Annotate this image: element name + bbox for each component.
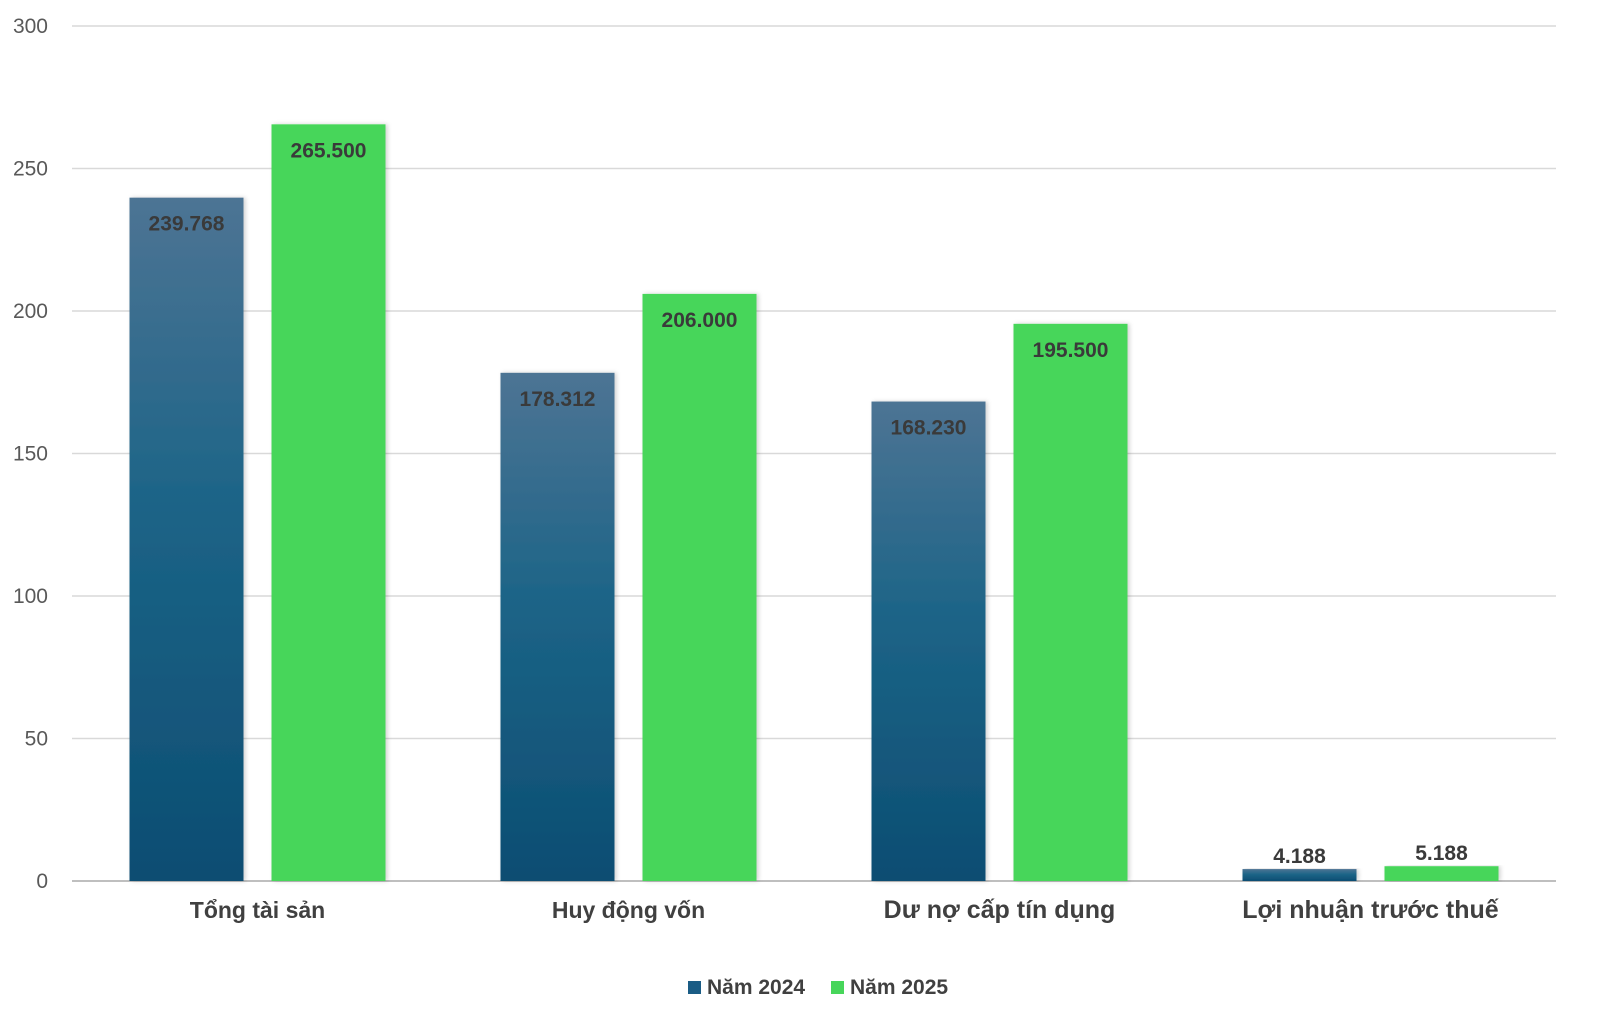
data-label: 178.312 <box>520 388 596 411</box>
legend-swatch-2024 <box>688 981 701 994</box>
y-tick-label: 300 <box>13 15 48 38</box>
data-label: 206.000 <box>662 309 738 332</box>
legend-swatch-2025 <box>831 981 844 994</box>
y-tick-label: 100 <box>13 585 48 608</box>
bars <box>129 124 1499 881</box>
bar-2024-0 <box>129 197 244 881</box>
y-tick-label: 50 <box>25 728 48 751</box>
y-tick-label: 0 <box>36 870 48 893</box>
data-label: 4.188 <box>1273 845 1326 868</box>
x-category-label: Lợi nhuận trước thuế <box>1242 896 1499 924</box>
bar-2025-2 <box>1013 323 1128 881</box>
bar-2025-0 <box>271 124 386 881</box>
y-axis: 0 50 100 150 200 250 300 <box>13 15 48 893</box>
x-axis: Tổng tài sản Huy động vốn Dư nợ cấp tín dụ… <box>190 896 1499 924</box>
bar-2024-2 <box>871 401 986 881</box>
bar-2025-3 <box>1384 866 1499 881</box>
y-tick-label: 150 <box>13 443 48 466</box>
bar-2024-3 <box>1242 869 1357 881</box>
legend-label: Năm 2024 <box>707 976 805 999</box>
legend: Năm 2024 Năm 2025 <box>688 976 948 999</box>
data-label: 239.768 <box>149 213 225 236</box>
x-category-label: Tổng tài sản <box>190 897 325 923</box>
y-tick-label: 200 <box>13 300 48 323</box>
bar-2024-1 <box>500 372 615 881</box>
data-label: 265.500 <box>291 139 367 162</box>
x-category-label: Dư nợ cấp tín dụng <box>884 896 1116 924</box>
legend-label: Năm 2025 <box>850 976 948 999</box>
data-label: 5.188 <box>1415 842 1468 865</box>
data-label: 168.230 <box>891 417 967 440</box>
data-labels: 239.768 265.500 178.312 206.000 168.230 195.5… <box>149 139 1469 868</box>
y-tick-label: 250 <box>13 158 48 181</box>
bar-2025-1 <box>642 293 757 881</box>
data-label: 195.500 <box>1033 339 1109 362</box>
x-category-label: Huy động vốn <box>552 897 705 923</box>
